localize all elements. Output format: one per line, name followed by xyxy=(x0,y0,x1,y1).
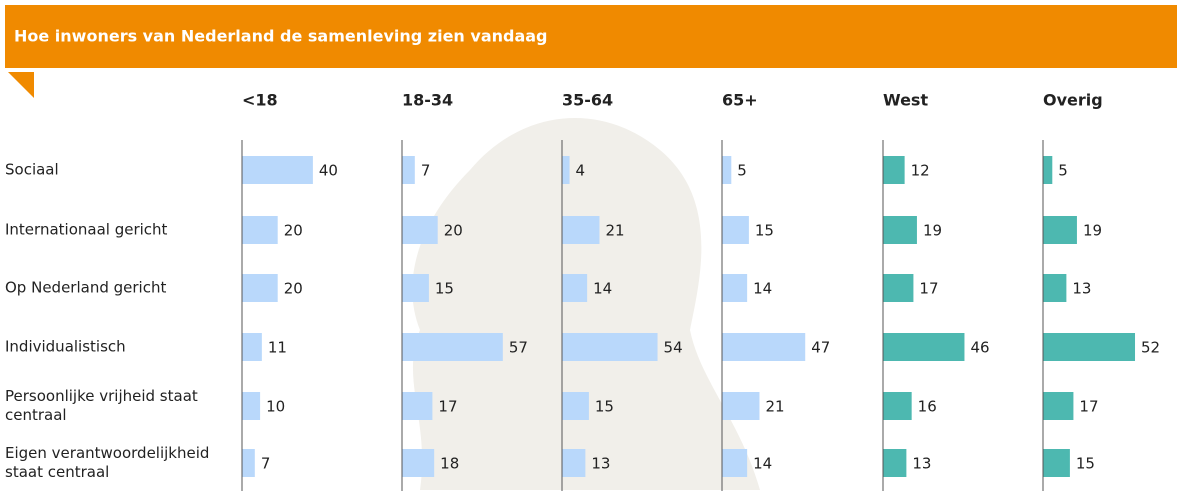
bar xyxy=(243,216,278,244)
bar xyxy=(403,449,435,477)
value-label: 46 xyxy=(970,339,989,357)
value-label: 18 xyxy=(440,455,459,473)
bar xyxy=(723,156,732,184)
bar xyxy=(243,274,278,302)
value-label: 19 xyxy=(923,222,942,240)
value-label: 15 xyxy=(1076,455,1095,473)
row-label: Internationaal gericht xyxy=(5,221,237,240)
bar xyxy=(723,333,806,361)
value-label: 13 xyxy=(591,455,610,473)
background-silhouette xyxy=(412,118,760,490)
column-header: Overig xyxy=(1043,91,1103,110)
value-label: 20 xyxy=(284,280,303,298)
chart-title: Hoe inwoners van Nederland de samenlevin… xyxy=(14,27,548,46)
value-label: 15 xyxy=(755,222,774,240)
value-label: 16 xyxy=(918,398,937,416)
bar xyxy=(403,216,438,244)
bar xyxy=(723,274,748,302)
value-label: 21 xyxy=(605,222,624,240)
bar xyxy=(563,333,658,361)
bar xyxy=(723,216,749,244)
column-header: 18-34 xyxy=(402,91,453,110)
bar xyxy=(1044,392,1074,420)
value-label: 7 xyxy=(421,162,431,180)
corner-triangle xyxy=(8,72,34,98)
chart-page: Hoe inwoners van Nederland de samenlevin… xyxy=(0,0,1177,491)
bar xyxy=(243,449,255,477)
value-label: 11 xyxy=(268,339,287,357)
bar xyxy=(403,274,429,302)
bar xyxy=(243,333,262,361)
bar xyxy=(723,449,748,477)
value-label: 52 xyxy=(1141,339,1160,357)
value-label: 13 xyxy=(1072,280,1091,298)
bar xyxy=(1044,449,1070,477)
bar xyxy=(884,392,912,420)
value-label: 5 xyxy=(737,162,747,180)
value-label: 20 xyxy=(284,222,303,240)
value-label: 7 xyxy=(261,455,271,473)
bar xyxy=(403,392,433,420)
value-label: 5 xyxy=(1058,162,1068,180)
row-label: Sociaal xyxy=(5,161,237,180)
row-label: Op Nederland gericht xyxy=(5,279,237,298)
bar xyxy=(403,156,415,184)
bar xyxy=(403,333,503,361)
bar xyxy=(243,392,261,420)
bar xyxy=(563,216,600,244)
bar xyxy=(563,274,588,302)
bar xyxy=(723,392,760,420)
column-header: West xyxy=(883,91,928,110)
value-label: 12 xyxy=(911,162,930,180)
value-label: 4 xyxy=(576,162,586,180)
row-label: Eigen verantwoordelijkheid staat centraa… xyxy=(5,444,237,482)
bar xyxy=(563,449,586,477)
value-label: 14 xyxy=(593,280,612,298)
row-label: Persoonlijke vrijheid staat centraal xyxy=(5,387,237,425)
bar xyxy=(884,216,917,244)
value-label: 17 xyxy=(919,280,938,298)
bar xyxy=(243,156,313,184)
bar xyxy=(1044,156,1053,184)
value-label: 17 xyxy=(438,398,457,416)
bar xyxy=(884,449,907,477)
bar xyxy=(563,392,589,420)
bar xyxy=(1044,274,1067,302)
value-label: 54 xyxy=(664,339,683,357)
value-label: 15 xyxy=(435,280,454,298)
value-label: 15 xyxy=(595,398,614,416)
column-header: 65+ xyxy=(722,91,758,110)
bar xyxy=(1044,216,1077,244)
bar xyxy=(563,156,570,184)
bar xyxy=(884,274,914,302)
value-label: 13 xyxy=(912,455,931,473)
column-header: 35-64 xyxy=(562,91,613,110)
value-label: 17 xyxy=(1079,398,1098,416)
value-label: 40 xyxy=(319,162,338,180)
bar xyxy=(884,156,905,184)
value-label: 57 xyxy=(509,339,528,357)
value-label: 47 xyxy=(811,339,830,357)
value-label: 14 xyxy=(753,455,772,473)
value-label: 21 xyxy=(765,398,784,416)
value-label: 19 xyxy=(1083,222,1102,240)
column-header: <18 xyxy=(242,91,278,110)
value-label: 20 xyxy=(444,222,463,240)
value-label: 10 xyxy=(266,398,285,416)
bar xyxy=(884,333,965,361)
bar xyxy=(1044,333,1136,361)
value-label: 14 xyxy=(753,280,772,298)
row-label: Individualistisch xyxy=(5,338,237,357)
